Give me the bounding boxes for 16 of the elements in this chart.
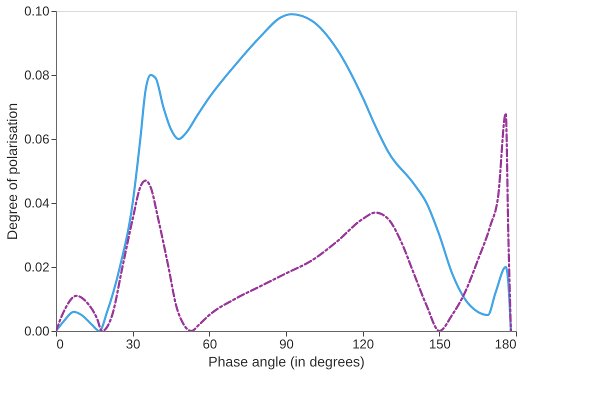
y-tick-label: 0.04 bbox=[24, 196, 50, 210]
x-tick-label: 90 bbox=[279, 336, 294, 352]
line-series bbox=[56, 112, 512, 331]
x-tick-label: 0 bbox=[56, 336, 64, 352]
y-tick-label: 0.00 bbox=[24, 324, 50, 338]
y-tick-label: 0.06 bbox=[24, 132, 50, 146]
y-axis-title: Degree of polarisation bbox=[4, 103, 20, 240]
y-tick-label: 0.10 bbox=[24, 4, 50, 18]
x-tick-label: 60 bbox=[202, 336, 218, 352]
x-tick-label: 120 bbox=[352, 336, 374, 352]
y-tick-label: 0.08 bbox=[24, 68, 50, 82]
x-tick-label: 150 bbox=[428, 336, 451, 352]
x-tick-label: 180 bbox=[494, 336, 516, 352]
y-tick-label: 0.02 bbox=[24, 260, 50, 274]
x-axis-title: Phase angle (in degrees) bbox=[208, 354, 365, 370]
x-tick-label: 30 bbox=[126, 336, 140, 352]
